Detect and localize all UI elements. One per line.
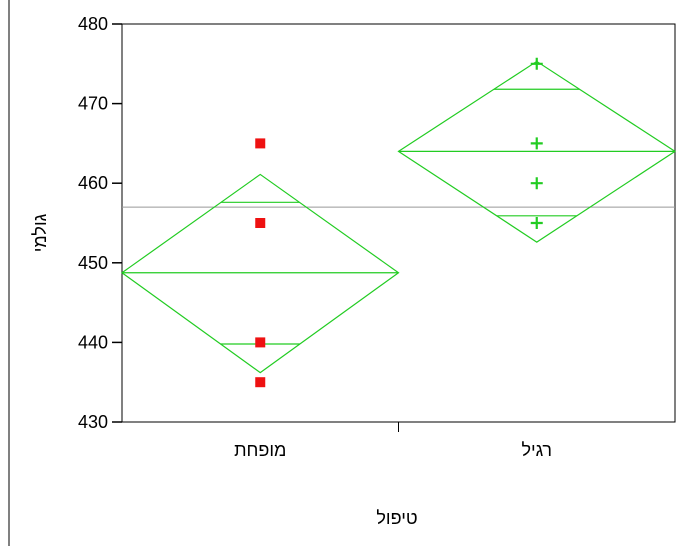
y-tick-label-480: 480 <box>78 14 108 34</box>
data-point-1-2 <box>255 218 266 228</box>
x-axis-title: טיפול <box>376 508 417 528</box>
y-tick-label-440: 440 <box>78 332 108 352</box>
data-point-2-2 <box>530 137 543 150</box>
y-tick-label-450: 450 <box>78 253 108 273</box>
data-point-1-3 <box>255 337 266 348</box>
data-point-2-1 <box>530 57 543 70</box>
data-point-1-4 <box>255 377 266 388</box>
x-category-label-2: רגיל <box>521 440 552 460</box>
x-category-label-1: מופחת <box>234 440 286 460</box>
y-tick-label-460: 460 <box>78 173 108 193</box>
plot-frame <box>121 23 676 423</box>
y-axis-title: גולמי <box>30 213 50 252</box>
y-tick-label-430: 430 <box>78 412 108 432</box>
data-point-2-3 <box>530 177 543 190</box>
data-point-1-1 <box>255 138 266 149</box>
y-tick-label-470: 470 <box>78 94 108 114</box>
data-point-2-4 <box>530 217 543 229</box>
